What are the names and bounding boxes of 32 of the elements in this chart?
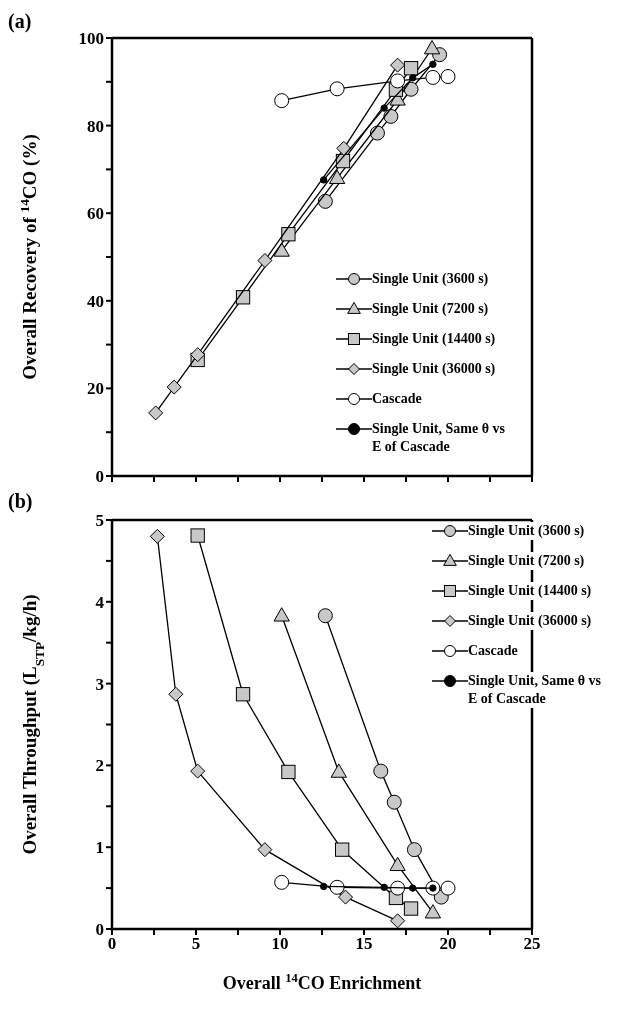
x-tick-label: 25 [523,934,541,954]
y-tick-label: 100 [78,29,104,49]
legend-label: Single Unit (36000 s) [372,360,496,378]
legend-label: Single Unit (7200 s) [468,552,585,570]
y-tick-label: 40 [87,291,104,311]
y-tick-label: 5 [95,511,104,531]
y-tick-label: 2 [95,756,104,776]
x-axis-title: Overall $^{14}$CO Enrichment [222,971,422,993]
legend-label: Single Unit (14400 s) [372,330,496,348]
y-tick-label: 1 [95,838,104,858]
y-tick-label: 4 [95,592,105,612]
legend-label: Single Unit, Same θ vs E of Cascade [468,672,608,708]
legend-label: Single Unit (7200 s) [372,300,489,318]
x-tick-label: 15 [355,934,373,954]
y-tick-label: 0 [95,920,104,940]
legend-label: Cascade [468,642,518,660]
x-tick-label: 5 [191,934,201,954]
legend-label: Single Unit (14400 s) [468,582,592,600]
legend-label: Single Unit (3600 s) [468,522,585,540]
y-tick-label: 0 [95,467,104,487]
x-tick-label: 20 [439,934,457,954]
x-tick-label: 10 [271,934,289,954]
chart-title: (b) [8,490,33,513]
y-tick-label: 80 [87,116,104,136]
y-tick-label: 20 [87,379,104,399]
legend-label: Single Unit (36000 s) [468,612,592,630]
legend-label: Single Unit (3600 s) [372,270,489,288]
legend-label: Single Unit, Same θ vs E of Cascade [372,420,512,456]
y-tick-label: 60 [87,204,104,224]
y-tick-label: 3 [95,674,104,694]
chart-title: (a) [8,10,32,33]
legend-label: Cascade [372,390,422,408]
